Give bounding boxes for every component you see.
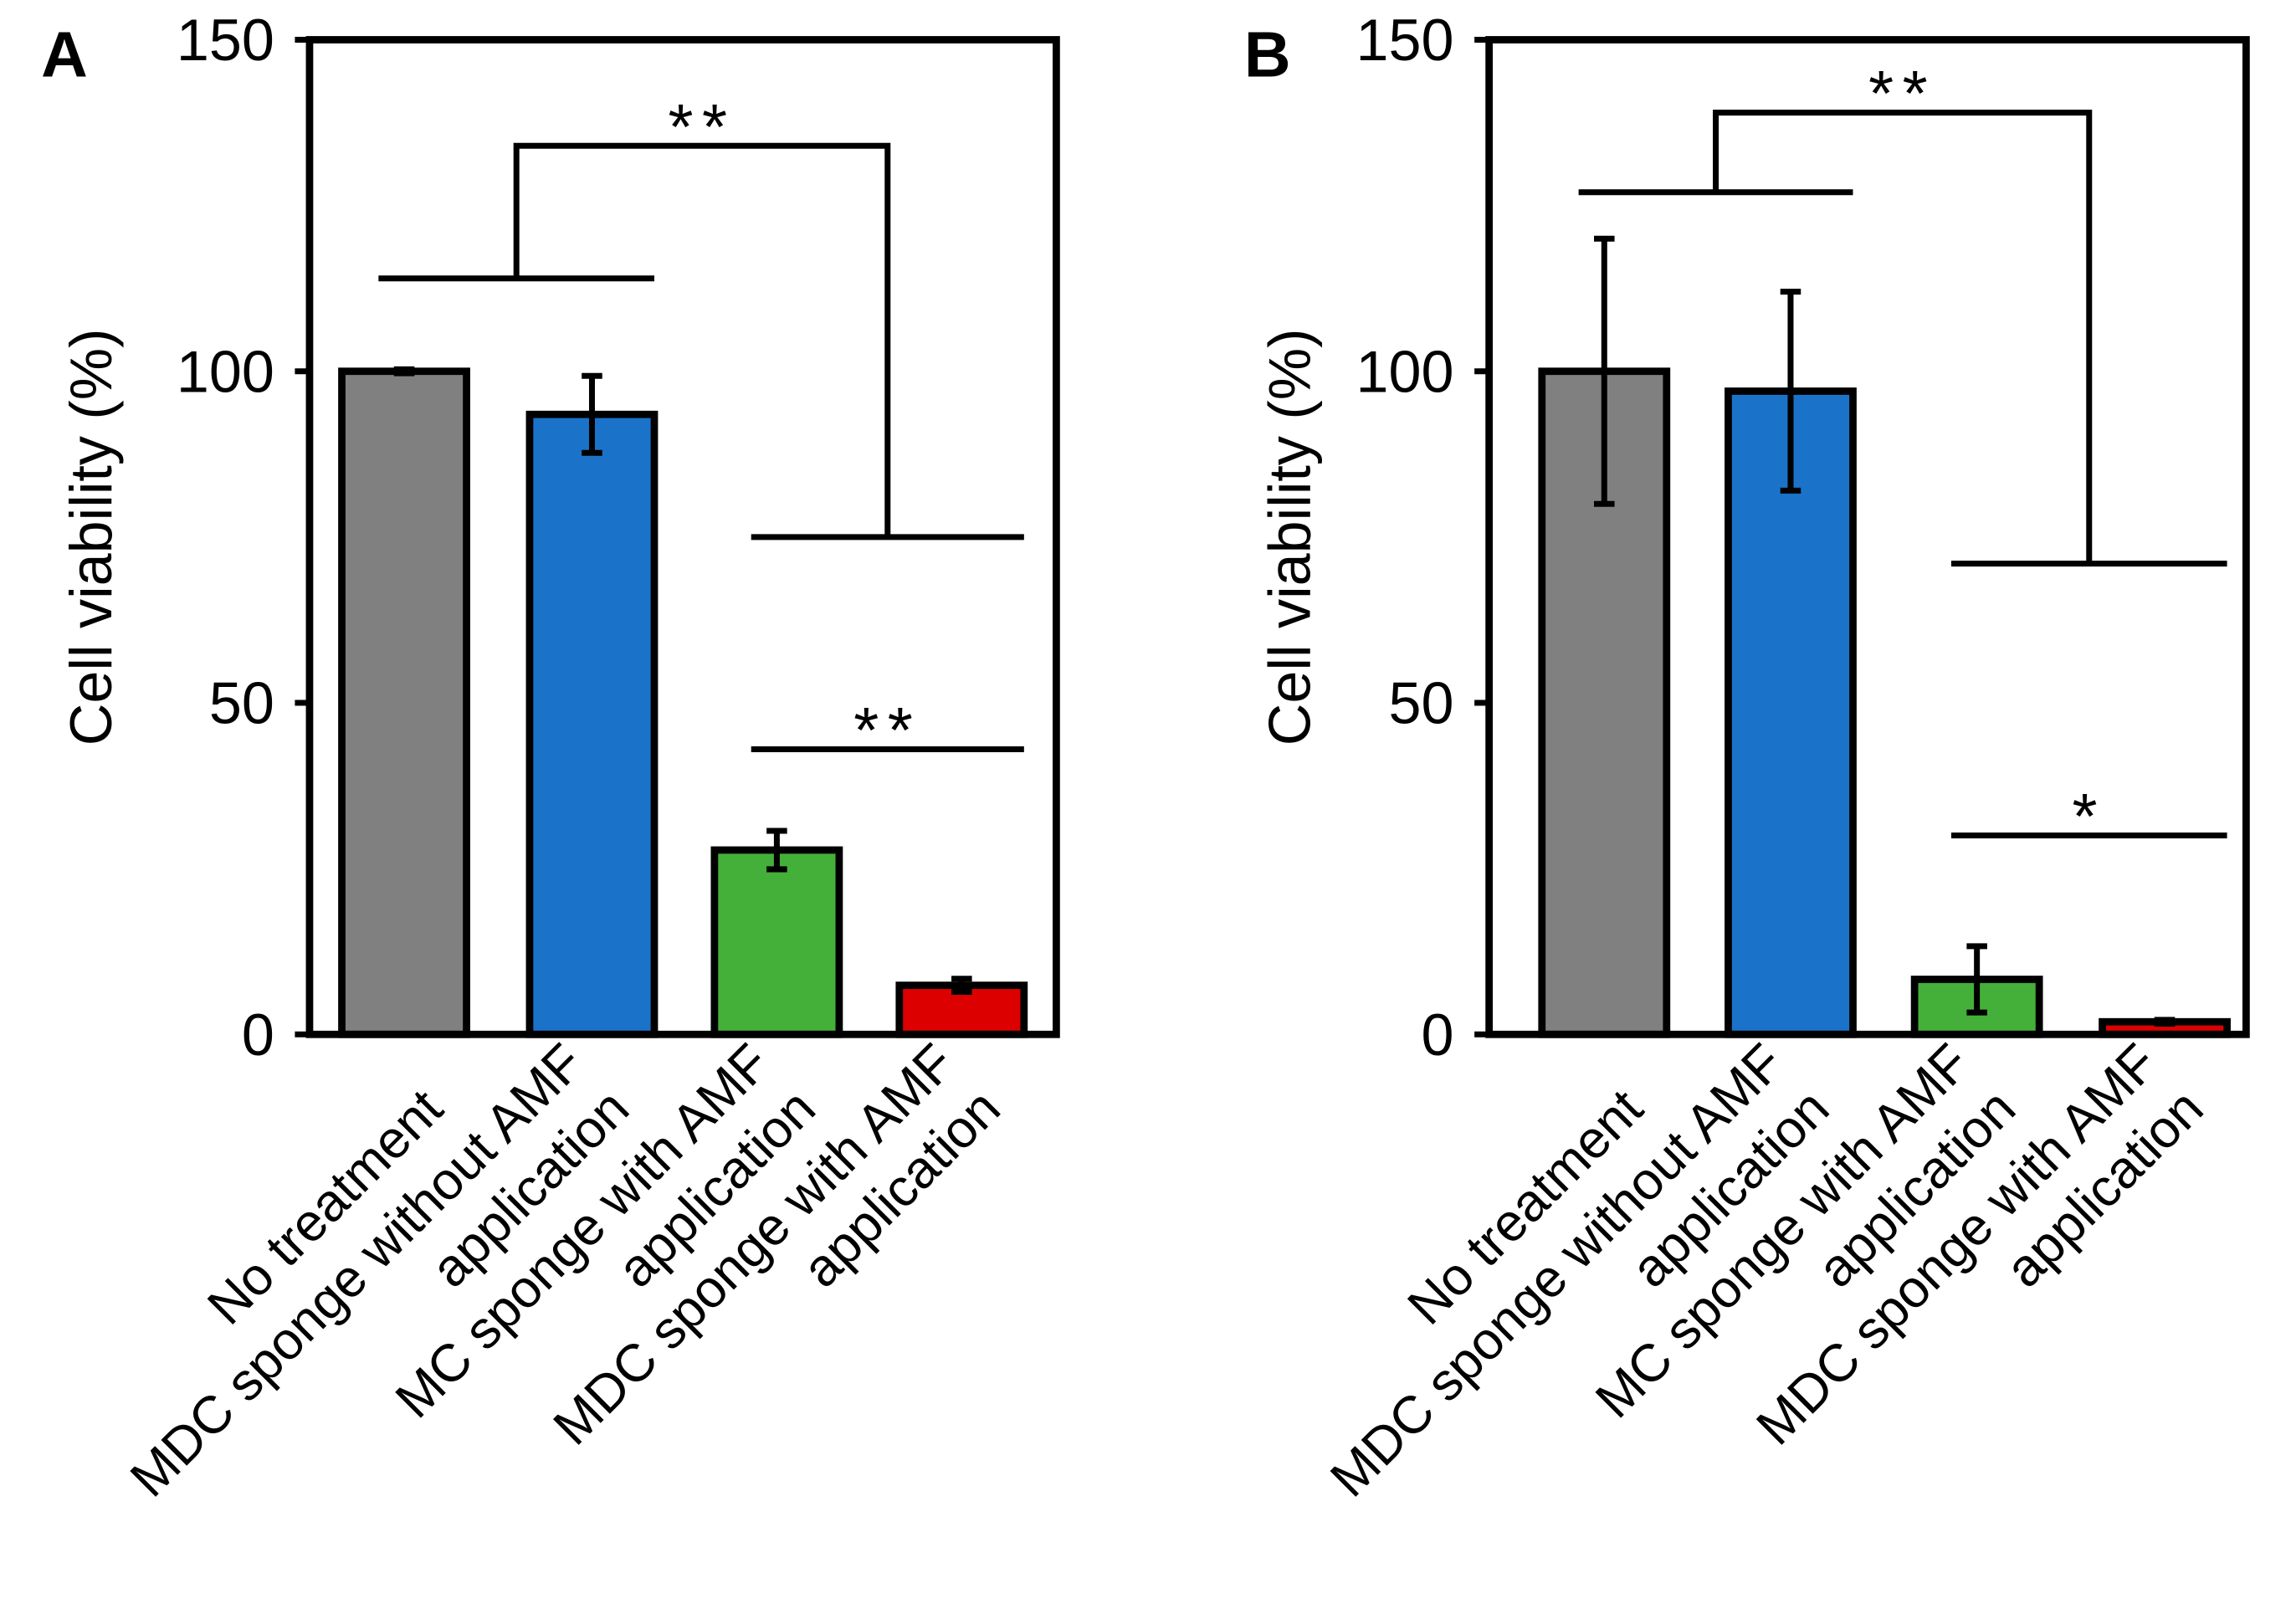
significance-label: ** [1868,58,1936,130]
y-tick-label: 150 [177,8,274,73]
panel-label: A [41,18,88,90]
bracket-connector [1713,110,2093,564]
significance-label: * [2073,781,2107,853]
y-tick-label: 100 [1356,339,1454,404]
error-bar [1594,235,1615,507]
y-axis-label: Cell viability (%) [1258,328,1323,746]
panel-label: B [1244,18,1291,90]
bar [525,410,659,1038]
bar [710,846,843,1038]
error-bar [766,827,787,873]
plot-frame [305,36,1060,1038]
y-tick-label: 50 [1389,671,1454,736]
bar [338,367,470,1038]
plot-frame [1485,36,2250,1038]
y-tick-label: 150 [1356,8,1454,73]
significance-annotation: * [1950,781,2227,853]
error-bar [2154,1017,2176,1027]
significance-annotation: ** [378,91,1024,541]
category-label-line: MC sponge with AMF [385,1033,782,1430]
error-bar [582,372,602,456]
error-bar [1780,289,1801,494]
y-tick-label: 0 [1422,1002,1454,1068]
significance-label: ** [853,694,921,766]
y-tick-label: 100 [177,339,274,404]
category-label-line: MC sponge with AMF [1585,1033,1981,1430]
error-bar [1966,943,1987,1016]
significance-label: ** [668,91,735,163]
error-bar [951,976,972,996]
significance-annotation: ** [1578,58,2227,567]
y-axis-label: Cell viability (%) [59,328,124,746]
bracket-connector [513,142,891,537]
y-tick-label: 50 [209,671,274,736]
y-tick-label: 0 [242,1002,274,1068]
error-bar [393,366,415,377]
significance-annotation: ** [751,694,1024,766]
bar [1725,387,1857,1038]
